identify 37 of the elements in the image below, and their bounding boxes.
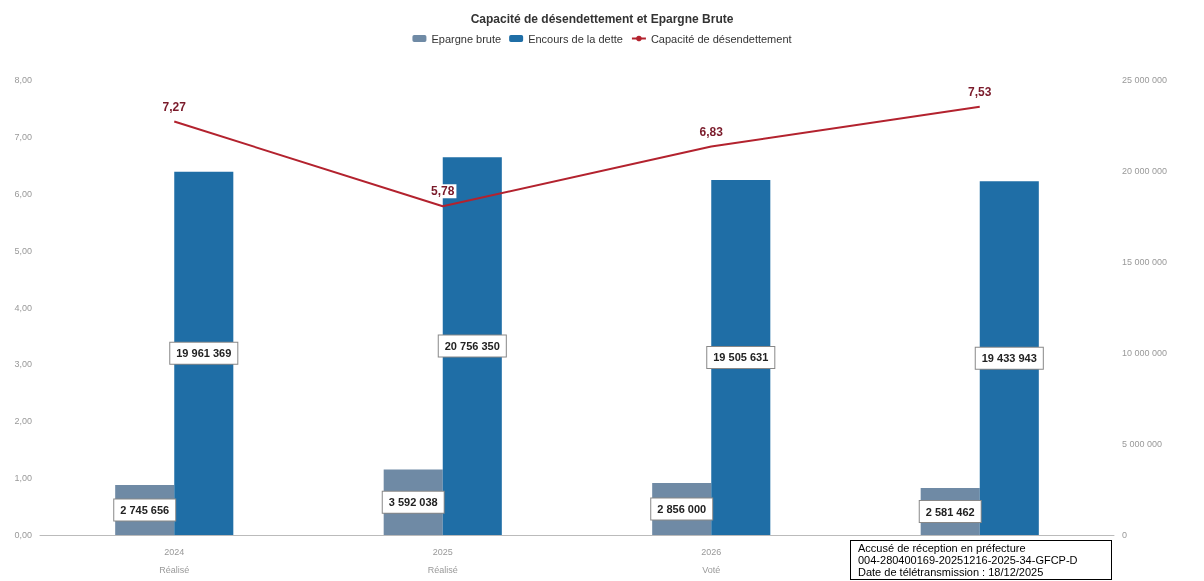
y2-tick-label: 20 000 000: [1122, 166, 1168, 176]
data-label: 6,83: [699, 124, 724, 139]
y-tick-label: 3,00: [14, 359, 32, 370]
y2-tick-label: 15 000 000: [1122, 257, 1168, 267]
data-label: 3 592 038: [388, 496, 438, 509]
y2-tick-label: 0: [1122, 530, 1128, 540]
data-label: 2 856 000: [657, 503, 707, 516]
legend-label: Capacité de désendettement: [650, 32, 792, 45]
text: 004-280400169-20251216-2025-34-GFCP-D: [858, 554, 1079, 566]
y-tick-label: 5,00: [14, 245, 32, 256]
y-tick-label: 6,00: [14, 188, 32, 199]
chart-title: Capacité de désendettement et Epargne Brute: [470, 12, 734, 26]
data-label: 20 756 350: [444, 340, 500, 353]
y-tick-label: 4,00: [14, 302, 32, 313]
y-tick-label: 1,00: [14, 473, 32, 484]
legend-label: Epargne brute: [431, 32, 502, 45]
text: Date de télétransmission : 18/12/2025: [858, 566, 1045, 578]
legend-label: Encours de la dette: [528, 32, 623, 45]
text: Accusé de réception en préfecture: [858, 542, 1027, 554]
x-tick-label: 2025 Réalisé: [427, 547, 458, 575]
data-label: 5,78: [431, 184, 455, 199]
data-label: 7,27: [162, 99, 187, 114]
y2-tick-label: 25 000 000: [1122, 75, 1168, 85]
y-tick-label: 7,00: [14, 131, 32, 142]
data-label: 19 433 943: [981, 352, 1037, 365]
data-label: 19 505 631: [713, 351, 769, 364]
y2-tick-label: 10 000 000: [1122, 348, 1168, 358]
data-label: 19 961 369: [176, 347, 232, 360]
x-tick-label: 2024 Réalisé: [159, 547, 190, 575]
y-tick-label: 2,00: [14, 416, 32, 427]
data-label: 2 745 656: [120, 504, 170, 517]
y2-tick-label: 5 000 000: [1122, 439, 1163, 449]
x-tick-label: 2026 Voté: [701, 547, 722, 575]
y-tick-label: 0,00: [14, 530, 32, 540]
data-label: 2 581 462: [925, 505, 975, 518]
data-label: 7,53: [968, 84, 992, 99]
y-tick-label: 8,00: [14, 75, 32, 85]
